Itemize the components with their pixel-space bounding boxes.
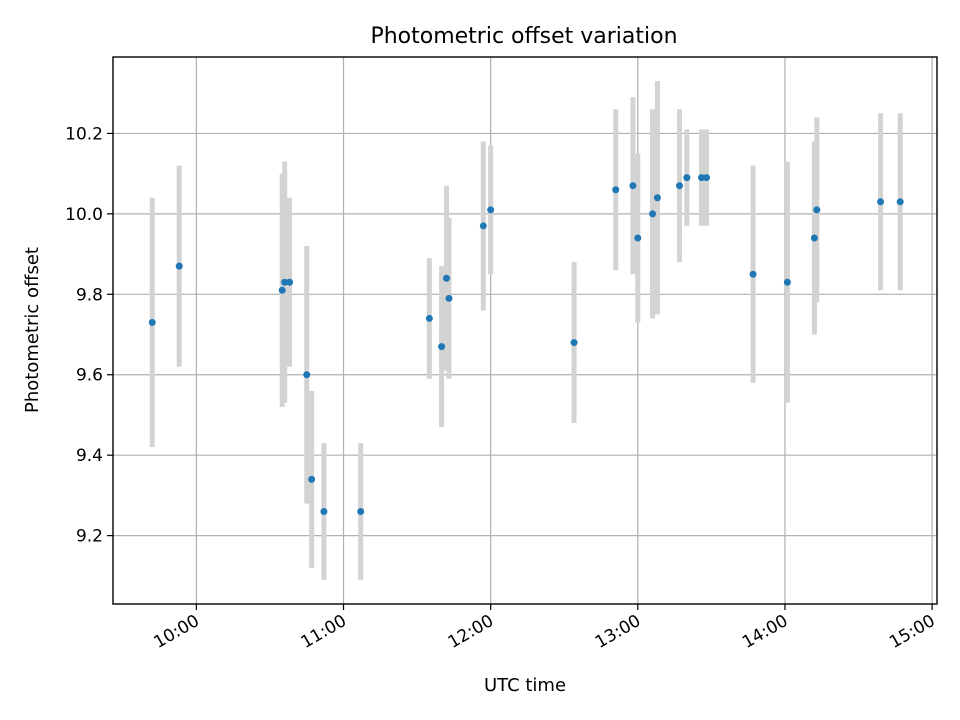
data-point <box>281 278 289 286</box>
chart-title: Photometric offset variation <box>370 24 677 49</box>
data-point <box>278 286 286 294</box>
y-tick-label: 9.8 <box>76 285 103 305</box>
data-point <box>570 339 578 347</box>
data-point <box>783 278 791 286</box>
plot-frame <box>112 56 938 605</box>
y-tick-label: 10.2 <box>65 124 103 144</box>
data-point <box>629 182 637 190</box>
data-point <box>479 222 487 230</box>
data-point <box>357 507 365 515</box>
data-point <box>698 174 706 182</box>
data-point <box>653 194 661 202</box>
data-point <box>813 206 821 214</box>
data-point <box>683 174 691 182</box>
data-point <box>286 278 294 286</box>
data-point <box>320 507 328 515</box>
data-point <box>612 186 620 194</box>
data-point <box>175 262 183 270</box>
data-point <box>443 274 451 282</box>
data-point <box>487 206 495 214</box>
data-point <box>438 343 446 351</box>
data-points <box>148 174 904 515</box>
data-point <box>425 314 433 322</box>
data-point <box>634 234 642 242</box>
y-tick-label: 9.2 <box>76 527 103 547</box>
x-axis-label: UTC time <box>484 675 566 696</box>
y-tick-label: 9.4 <box>76 446 103 466</box>
data-point <box>308 475 316 483</box>
data-point <box>896 198 904 206</box>
data-point <box>702 174 710 182</box>
data-point <box>810 234 818 242</box>
data-point <box>148 318 156 326</box>
data-point <box>303 371 311 379</box>
data-point <box>749 270 757 278</box>
y-axis-label: Photometric offset <box>22 247 43 413</box>
y-tick-label: 9.6 <box>76 366 103 386</box>
data-point <box>676 182 683 190</box>
data-point <box>649 210 657 218</box>
y-tick-label: 10.0 <box>65 205 103 225</box>
data-point <box>445 294 453 302</box>
data-point <box>877 198 885 206</box>
